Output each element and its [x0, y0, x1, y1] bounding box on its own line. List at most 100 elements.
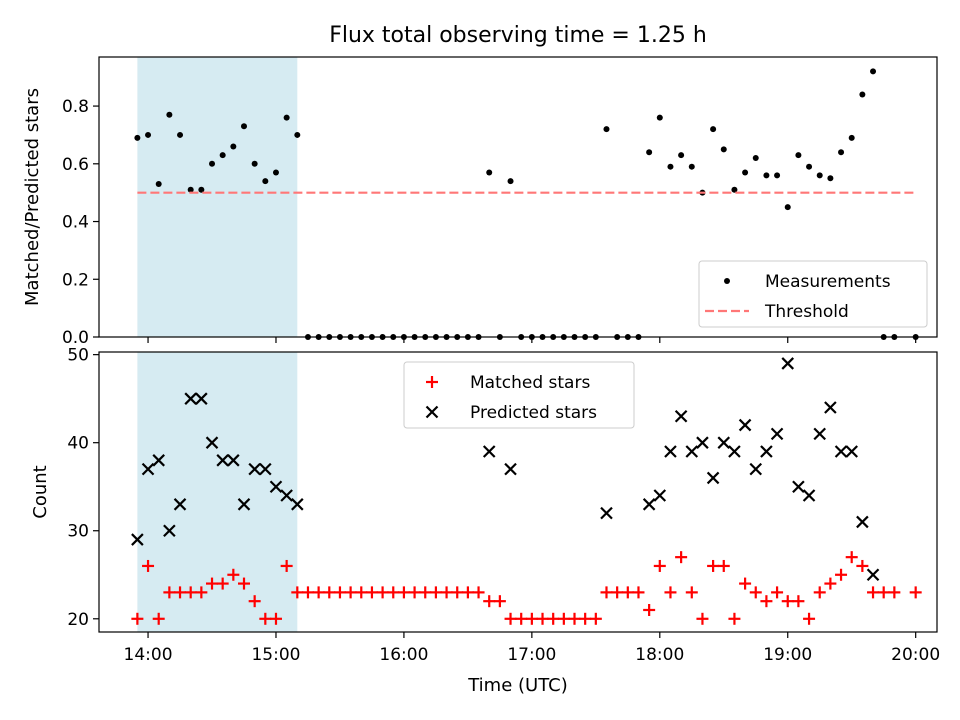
measurement-point — [816, 172, 823, 179]
measurement-point — [219, 152, 226, 159]
predicted-star-marker — [280, 489, 293, 502]
matched-star-marker — [248, 595, 261, 608]
predicted-star-marker — [792, 480, 805, 493]
matched-star-marker — [888, 586, 901, 599]
matched-star-marker — [675, 551, 688, 564]
matched-star-marker — [632, 586, 645, 599]
matched-star-marker — [301, 586, 314, 599]
matched-star-marker — [323, 586, 336, 599]
predicted-star-marker — [163, 524, 176, 538]
legend-box — [698, 260, 928, 328]
matched-star-marker — [856, 559, 869, 572]
measurement-point — [870, 68, 877, 75]
predicted-star-marker — [824, 401, 837, 414]
matched-star-marker — [387, 586, 400, 599]
matched-star-marker — [771, 586, 784, 599]
matched-star-marker — [515, 612, 528, 625]
measurement-point — [774, 172, 781, 179]
matched-star-marker — [184, 586, 197, 599]
y-tick-label: 30 — [67, 522, 89, 542]
matched-star-marker — [461, 586, 474, 599]
y-tick-label: 40 — [67, 434, 89, 454]
predicted-star-marker — [728, 445, 741, 458]
y-tick-label: 0.4 — [62, 213, 89, 233]
predicted-star-marker — [482, 445, 496, 458]
matched-star-marker — [408, 586, 421, 599]
matched-star-marker — [685, 586, 698, 599]
predicted-star-marker — [717, 436, 731, 449]
measurement-point — [507, 178, 514, 185]
measurement-point — [678, 152, 685, 159]
matched-star-marker — [259, 612, 272, 625]
measurement-point — [731, 186, 738, 193]
measurement-point — [240, 123, 247, 130]
predicted-star-marker — [269, 480, 283, 493]
predicted-star-marker — [770, 427, 784, 441]
matched-star-marker — [781, 595, 794, 608]
predicted-star-marker — [674, 409, 688, 423]
matched-star-marker — [845, 551, 858, 564]
matched-star-marker — [195, 586, 208, 599]
measurement-point — [646, 149, 653, 156]
x-tick-label: 17:00 — [507, 645, 556, 665]
matched-star-marker — [611, 586, 624, 599]
measurement-point — [177, 131, 184, 138]
matched-star-marker — [739, 577, 752, 590]
predicted-star-marker — [291, 498, 304, 511]
predicted-star-marker — [184, 392, 197, 405]
matched-star-marker — [312, 586, 325, 599]
predicted-star-marker — [205, 436, 219, 449]
predicted-star-marker — [834, 445, 848, 458]
measurement-point — [656, 114, 663, 121]
legend-marker — [425, 405, 439, 419]
x-tick-label: 18:00 — [635, 645, 684, 665]
matched-star-marker — [547, 612, 560, 625]
matched-star-marker — [568, 612, 581, 625]
measurement-point — [486, 169, 493, 176]
matched-star-marker — [867, 586, 880, 599]
matched-star-marker — [483, 595, 496, 608]
matched-star-marker — [397, 586, 410, 599]
predicted-star-marker — [685, 445, 699, 458]
y-tick-label: 20 — [67, 610, 89, 630]
predicted-star-marker — [504, 462, 517, 476]
predicted-star-marker — [866, 568, 880, 582]
measurement-point — [134, 134, 141, 141]
predicted-star-marker — [738, 418, 752, 432]
predicted-star-marker — [259, 462, 272, 476]
matched-star-marker — [792, 595, 805, 608]
predicted-star-marker — [706, 471, 720, 485]
predicted-star-marker — [227, 454, 240, 467]
predicted-star-marker — [653, 489, 667, 502]
measurement-point — [283, 114, 290, 121]
y-tick-label: 0.8 — [62, 97, 89, 117]
bottom-legend: Matched stars Predicted stars — [403, 361, 635, 429]
matched-star-marker — [163, 586, 176, 599]
matched-star-marker — [451, 586, 464, 599]
matched-star-marker — [376, 586, 389, 599]
matched-star-marker — [909, 586, 922, 599]
matched-star-marker — [174, 586, 187, 599]
measurement-point — [155, 181, 162, 188]
y-tick-label: 50 — [67, 346, 89, 366]
measurement-point — [209, 160, 216, 167]
matched-star-marker — [600, 586, 613, 599]
matched-star-marker — [835, 568, 848, 581]
figure-title: Flux total observing time = 1.25 h — [329, 23, 707, 48]
measurement-point — [806, 163, 813, 170]
matched-star-marker — [621, 586, 634, 599]
x-axis-label: Time (UTC) — [467, 675, 568, 696]
top-subplot: 0.00.20.40.60.8 Matched/Predicted stars … — [22, 56, 938, 348]
x-tick-label: 16:00 — [379, 645, 428, 665]
matched-star-marker — [429, 586, 442, 599]
matched-star-marker — [536, 612, 549, 625]
matched-star-marker — [525, 612, 538, 625]
top-x-ticks — [147, 337, 917, 343]
measurement-point — [187, 186, 194, 193]
predicted-star-marker — [813, 427, 827, 441]
matched-star-marker — [589, 612, 602, 625]
legend-label: Predicted stars — [470, 403, 597, 423]
matched-star-marker — [664, 586, 677, 599]
matched-star-marker — [653, 559, 666, 572]
